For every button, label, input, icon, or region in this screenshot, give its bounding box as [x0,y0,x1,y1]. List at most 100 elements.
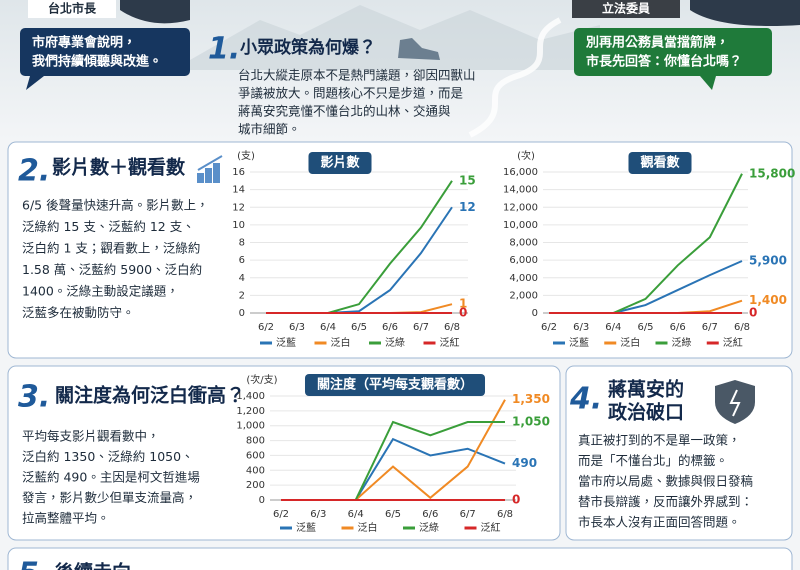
section-title: 政治破口 [608,401,684,424]
body-text: 泛白約 1350、泛綠約 1050、 [22,449,194,464]
legend-label: 泛綠 [385,336,405,349]
section-number: 3. [18,380,50,415]
chart-title: 觀看數 [640,155,680,171]
y-tick-label: 10 [232,220,245,231]
x-tick-label: 6/6 [382,322,398,333]
bubble-text: 別再用公務員當擋箭牌， [585,35,729,51]
y-tick-label: 4,000 [509,273,538,284]
y-tick-label: 200 [246,480,265,491]
x-tick-label: 6/6 [422,509,438,520]
x-tick-label: 6/3 [573,322,589,333]
section-number: 2. [18,154,50,189]
body-text: 替市長辯護，反而讓外界感到： [578,494,753,509]
x-tick-label: 6/2 [258,322,274,333]
person-right [610,0,800,26]
value-label: 5,900 [749,254,787,268]
legend-label: 泛綠 [419,521,439,534]
body-text: 1.58 萬、泛藍約 5900、泛白約 [22,262,202,277]
legend-label: 泛藍 [296,521,316,534]
x-tick-label: 6/2 [273,509,289,520]
legend-label: 泛綠 [672,336,692,349]
value-label: 1 [459,297,467,311]
legend-label: 泛藍 [569,336,589,349]
body-text: 拉高整體平均。 [22,511,110,526]
section-title: 後續走向 [55,561,131,570]
body-text: 泛綠約 15 支、泛藍約 12 支、 [22,219,195,234]
label-box [572,0,680,18]
y-tick-label: 4 [239,273,245,284]
section-title: 蔣萬安的 [608,378,684,401]
y-tick-label: 2 [239,290,245,301]
body-text: 泛白約 1 支；觀看數上，泛綠約 [22,241,200,256]
trail [468,17,562,138]
value-label: 15 [459,173,476,187]
section-title: 關注度為何泛白衝高？ [55,384,245,407]
value-label: 0 [459,306,467,320]
shoe-icon [398,38,440,60]
body-text: 當市府以局處、數據與假日發稿 [578,474,753,489]
body-text: 蔣萬安究竟懂不懂台北的山林、交通與 [238,104,451,119]
x-tick-label: 6/5 [385,509,401,520]
growth-icon [197,155,223,183]
y-tick-label: 1,200 [236,406,265,417]
bubble-text: 市長先回答：你懂台北嗎？ [586,54,742,70]
y-tick-label: 14 [232,185,245,196]
value-label: 490 [512,456,537,470]
y-unit: (支) [237,150,255,162]
section-box [7,365,561,541]
legend-label: 泛白 [620,336,640,349]
bubble-tail [26,76,44,90]
x-tick-label: 6/6 [670,322,686,333]
x-tick-label: 6/4 [605,322,621,333]
body-text: 而是「不懂台北」的標籤。 [578,453,728,468]
person-left [0,0,190,24]
value-label: 1,050 [512,415,550,429]
bubble-text: 市府專業會說明， [32,35,136,51]
y-tick-label: 6 [239,255,245,266]
speech-bubble [574,28,772,76]
x-tick-label: 6/5 [351,322,367,333]
x-tick-label: 6/8 [734,322,750,333]
y-tick-label: 0 [532,308,538,319]
y-tick-label: 1,000 [236,421,265,432]
section-box [7,141,793,359]
body-text: 真正被打到的不是單一政策， [578,433,741,448]
legend-label: 泛白 [358,521,378,534]
body-text: 台北大縱走原本不是熱門議題，卻因四獸山 [238,68,476,83]
chart-title: 影片數 [320,155,360,171]
x-tick-label: 6/8 [444,322,460,333]
x-tick-label: 6/7 [460,509,476,520]
body-text: 1400。泛綠主動設定議題， [22,284,179,299]
legend-label: 泛白 [331,336,351,349]
body-text: 市長本人沒有正面回答問題。 [578,515,741,530]
legend-label: 泛藍 [276,336,296,349]
y-tick-label: 0 [239,308,245,319]
section-title: 小眾政策為何爆？ [240,37,376,58]
y-tick-label: 8,000 [509,238,538,249]
section-box [7,547,793,570]
legend-label: 泛紅 [440,337,460,349]
speaker-label: 立法委員 [602,1,650,16]
label-box [28,0,116,18]
x-tick-label: 6/4 [348,509,364,520]
legend-label: 泛紅 [481,522,501,534]
y-tick-label: 2,000 [509,290,538,301]
bubble-text: 我們持續傾聽與改進。 [32,54,162,70]
y-tick-label: 16,000 [503,167,538,178]
y-tick-label: 800 [246,436,265,447]
x-tick-label: 6/8 [497,509,513,520]
chart-title-pill [628,152,692,174]
bubble-tail [700,76,716,90]
body-text: 6/5 後聲量快速升高。影片數上， [22,198,209,213]
body-text: 城市細節。 [238,122,301,137]
y-tick-label: 0 [259,495,265,506]
mountains [190,5,600,70]
y-tick-label: 10,000 [503,220,538,231]
y-unit: (次/支) [246,374,277,386]
value-label: 1,350 [512,392,550,406]
section-number: 5. [18,557,50,570]
section-number: 1. [208,32,240,67]
x-tick-label: 6/3 [289,322,305,333]
chart-title-pill [308,152,372,174]
